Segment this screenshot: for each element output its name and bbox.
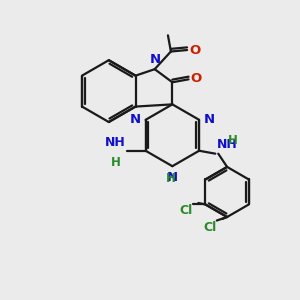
Text: N: N xyxy=(167,172,178,184)
Text: NH: NH xyxy=(105,136,126,149)
Text: H: H xyxy=(111,156,121,169)
Text: H: H xyxy=(166,172,176,185)
Text: H: H xyxy=(228,134,238,147)
Text: N: N xyxy=(203,113,215,126)
Text: Cl: Cl xyxy=(203,220,217,233)
Text: N: N xyxy=(130,113,141,126)
Text: NH: NH xyxy=(217,138,238,151)
Text: Cl: Cl xyxy=(180,205,193,218)
Text: N: N xyxy=(150,53,161,66)
Text: O: O xyxy=(190,72,202,85)
Text: O: O xyxy=(189,44,200,56)
